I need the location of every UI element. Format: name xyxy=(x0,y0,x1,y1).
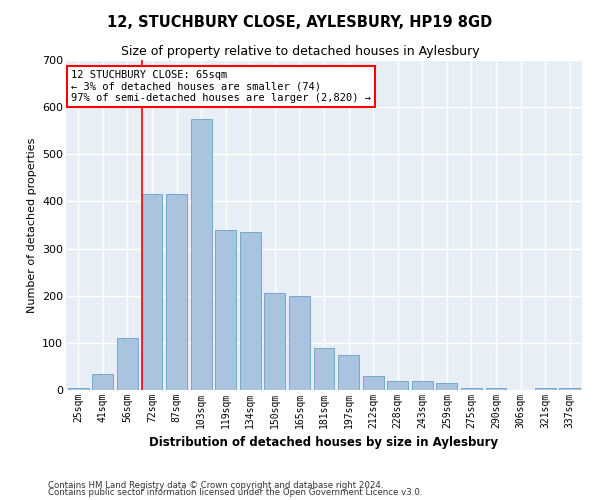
Bar xyxy=(338,354,359,390)
Bar xyxy=(535,388,556,390)
Bar xyxy=(117,338,138,390)
Bar xyxy=(412,380,433,390)
Bar xyxy=(436,383,457,390)
Bar xyxy=(142,194,163,390)
Bar xyxy=(215,230,236,390)
Text: Size of property relative to detached houses in Aylesbury: Size of property relative to detached ho… xyxy=(121,45,479,58)
Text: Contains HM Land Registry data © Crown copyright and database right 2024.: Contains HM Land Registry data © Crown c… xyxy=(48,480,383,490)
Bar xyxy=(387,380,408,390)
Bar xyxy=(559,388,580,390)
Bar xyxy=(166,194,187,390)
Bar xyxy=(485,388,506,390)
Text: 12, STUCHBURY CLOSE, AYLESBURY, HP19 8GD: 12, STUCHBURY CLOSE, AYLESBURY, HP19 8GD xyxy=(107,15,493,30)
Bar xyxy=(92,374,113,390)
X-axis label: Distribution of detached houses by size in Aylesbury: Distribution of detached houses by size … xyxy=(149,436,499,450)
Y-axis label: Number of detached properties: Number of detached properties xyxy=(26,138,37,312)
Bar xyxy=(289,296,310,390)
Text: 12 STUCHBURY CLOSE: 65sqm
← 3% of detached houses are smaller (74)
97% of semi-d: 12 STUCHBURY CLOSE: 65sqm ← 3% of detach… xyxy=(71,70,371,103)
Bar xyxy=(265,294,286,390)
Bar xyxy=(68,388,89,390)
Bar xyxy=(362,376,383,390)
Text: Contains public sector information licensed under the Open Government Licence v3: Contains public sector information licen… xyxy=(48,488,422,497)
Bar xyxy=(461,388,482,390)
Bar xyxy=(240,232,261,390)
Bar xyxy=(314,348,334,390)
Bar xyxy=(191,119,212,390)
